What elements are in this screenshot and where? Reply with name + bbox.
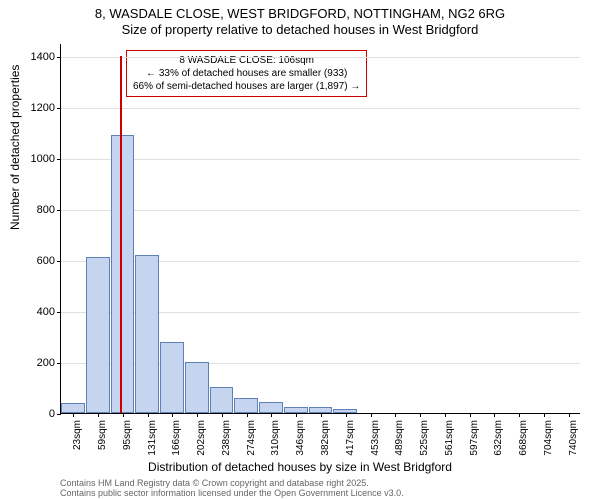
histogram-bar: [259, 402, 283, 413]
xtick-label: 704sqm: [543, 420, 554, 460]
annotation-line3: 66% of semi-detached houses are larger (…: [133, 80, 360, 93]
ytick-label: 1400: [15, 51, 55, 63]
xtick-mark: [271, 413, 272, 417]
histogram-bar: [111, 135, 135, 413]
histogram-bar: [135, 255, 159, 413]
xtick-label: 95sqm: [122, 420, 133, 460]
xtick-mark: [346, 413, 347, 417]
xtick-label: 274sqm: [246, 420, 257, 460]
ytick-mark: [57, 108, 61, 109]
xtick-mark: [519, 413, 520, 417]
xtick-label: 382sqm: [320, 420, 331, 460]
xtick-mark: [296, 413, 297, 417]
xtick-mark: [470, 413, 471, 417]
xtick-mark: [73, 413, 74, 417]
xtick-mark: [445, 413, 446, 417]
xtick-mark: [494, 413, 495, 417]
xtick-mark: [569, 413, 570, 417]
ytick-label: 0: [15, 408, 55, 420]
chart-title-line2: Size of property relative to detached ho…: [0, 22, 600, 37]
x-axis-label: Distribution of detached houses by size …: [0, 460, 600, 474]
ytick-label: 800: [15, 204, 55, 216]
ytick-mark: [57, 312, 61, 313]
property-marker-line: [120, 56, 122, 413]
xtick-label: 238sqm: [221, 420, 232, 460]
plot-area: 8 WASDALE CLOSE: 106sqm ← 33% of detache…: [60, 44, 580, 414]
histogram-bar: [234, 398, 258, 413]
xtick-label: 632sqm: [493, 420, 504, 460]
xtick-mark: [172, 413, 173, 417]
ytick-mark: [57, 159, 61, 160]
xtick-label: 489sqm: [394, 420, 405, 460]
xtick-mark: [544, 413, 545, 417]
gridline: [61, 108, 580, 109]
gridline: [61, 57, 580, 58]
xtick-label: 346sqm: [295, 420, 306, 460]
xtick-mark: [222, 413, 223, 417]
xtick-label: 740sqm: [568, 420, 579, 460]
ytick-label: 200: [15, 357, 55, 369]
ytick-mark: [57, 261, 61, 262]
xtick-mark: [395, 413, 396, 417]
xtick-mark: [247, 413, 248, 417]
chart-title-line1: 8, WASDALE CLOSE, WEST BRIDGFORD, NOTTIN…: [0, 6, 600, 21]
annotation-line1: 8 WASDALE CLOSE: 106sqm: [133, 54, 360, 67]
gridline: [61, 210, 580, 211]
xtick-mark: [197, 413, 198, 417]
ytick-mark: [57, 210, 61, 211]
xtick-mark: [98, 413, 99, 417]
xtick-mark: [371, 413, 372, 417]
chart-container: 8, WASDALE CLOSE, WEST BRIDGFORD, NOTTIN…: [0, 0, 600, 500]
histogram-bar: [61, 403, 85, 413]
xtick-label: 59sqm: [97, 420, 108, 460]
ytick-mark: [57, 57, 61, 58]
ytick-label: 1200: [15, 102, 55, 114]
xtick-label: 668sqm: [518, 420, 529, 460]
xtick-label: 525sqm: [419, 420, 430, 460]
xtick-label: 23sqm: [72, 420, 83, 460]
histogram-bar: [160, 342, 184, 413]
xtick-label: 131sqm: [147, 420, 158, 460]
xtick-label: 202sqm: [196, 420, 207, 460]
histogram-bar: [185, 362, 209, 413]
ytick-label: 400: [15, 306, 55, 318]
gridline: [61, 159, 580, 160]
xtick-label: 166sqm: [171, 420, 182, 460]
xtick-label: 561sqm: [444, 420, 455, 460]
ytick-label: 1000: [15, 153, 55, 165]
xtick-label: 597sqm: [469, 420, 480, 460]
xtick-label: 310sqm: [270, 420, 281, 460]
xtick-mark: [321, 413, 322, 417]
histogram-bar: [86, 257, 110, 413]
histogram-bar: [210, 387, 234, 413]
xtick-mark: [420, 413, 421, 417]
xtick-mark: [123, 413, 124, 417]
annotation-line2: ← 33% of detached houses are smaller (93…: [133, 67, 360, 80]
xtick-label: 417sqm: [345, 420, 356, 460]
ytick-mark: [57, 363, 61, 364]
ytick-label: 600: [15, 255, 55, 267]
footer-line2: Contains public sector information licen…: [60, 488, 404, 498]
xtick-mark: [148, 413, 149, 417]
ytick-mark: [57, 414, 61, 415]
xtick-label: 453sqm: [370, 420, 381, 460]
footer-line1: Contains HM Land Registry data © Crown c…: [60, 478, 369, 488]
